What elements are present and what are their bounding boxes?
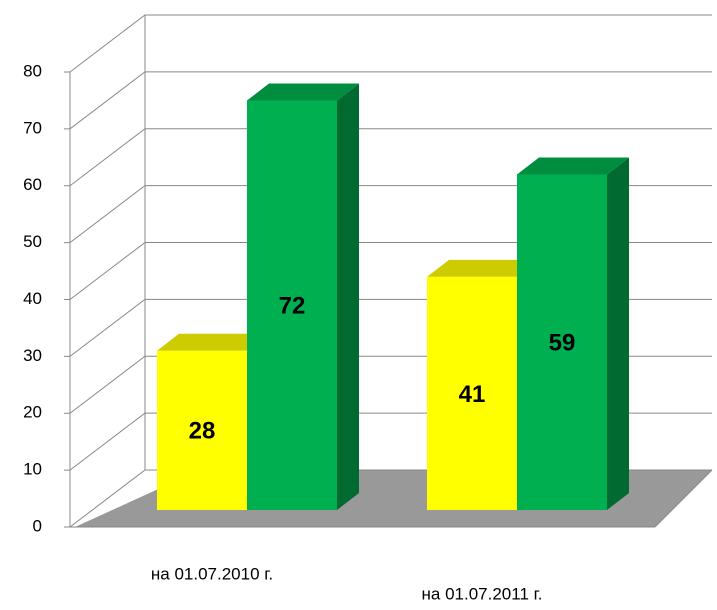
y-tick-label: 20 <box>23 403 42 422</box>
bar-top <box>247 83 359 101</box>
y-tick-label: 50 <box>23 232 42 251</box>
bar <box>427 276 517 510</box>
bar-top <box>427 259 539 277</box>
y-tick-label: 60 <box>23 175 42 194</box>
y-tick-label: 80 <box>23 61 42 80</box>
value-label: 72 <box>279 293 306 320</box>
y-tick-label: 0 <box>33 516 42 535</box>
x-tick-label: на 01.07.2010 г. <box>151 564 273 583</box>
bar <box>157 350 247 510</box>
grid-line <box>69 128 712 187</box>
bar <box>517 174 607 510</box>
x-axis-slant <box>654 469 713 528</box>
y-tick-label: 30 <box>23 346 42 365</box>
bar-side <box>607 157 629 510</box>
bar-top <box>157 333 269 351</box>
value-label: 41 <box>459 381 486 408</box>
y-tick-label: 40 <box>23 289 42 308</box>
y-tick-label: 10 <box>23 460 42 479</box>
grid-line <box>69 14 712 73</box>
bar-side <box>337 83 359 510</box>
y-tick-label: 70 <box>23 118 42 137</box>
value-label: 28 <box>189 418 216 445</box>
value-label: 59 <box>549 330 576 357</box>
x-tick-label: на 01.07.2011 г. <box>422 584 543 603</box>
bar <box>247 100 337 510</box>
grid-line <box>69 71 712 130</box>
bar-top <box>517 157 629 175</box>
